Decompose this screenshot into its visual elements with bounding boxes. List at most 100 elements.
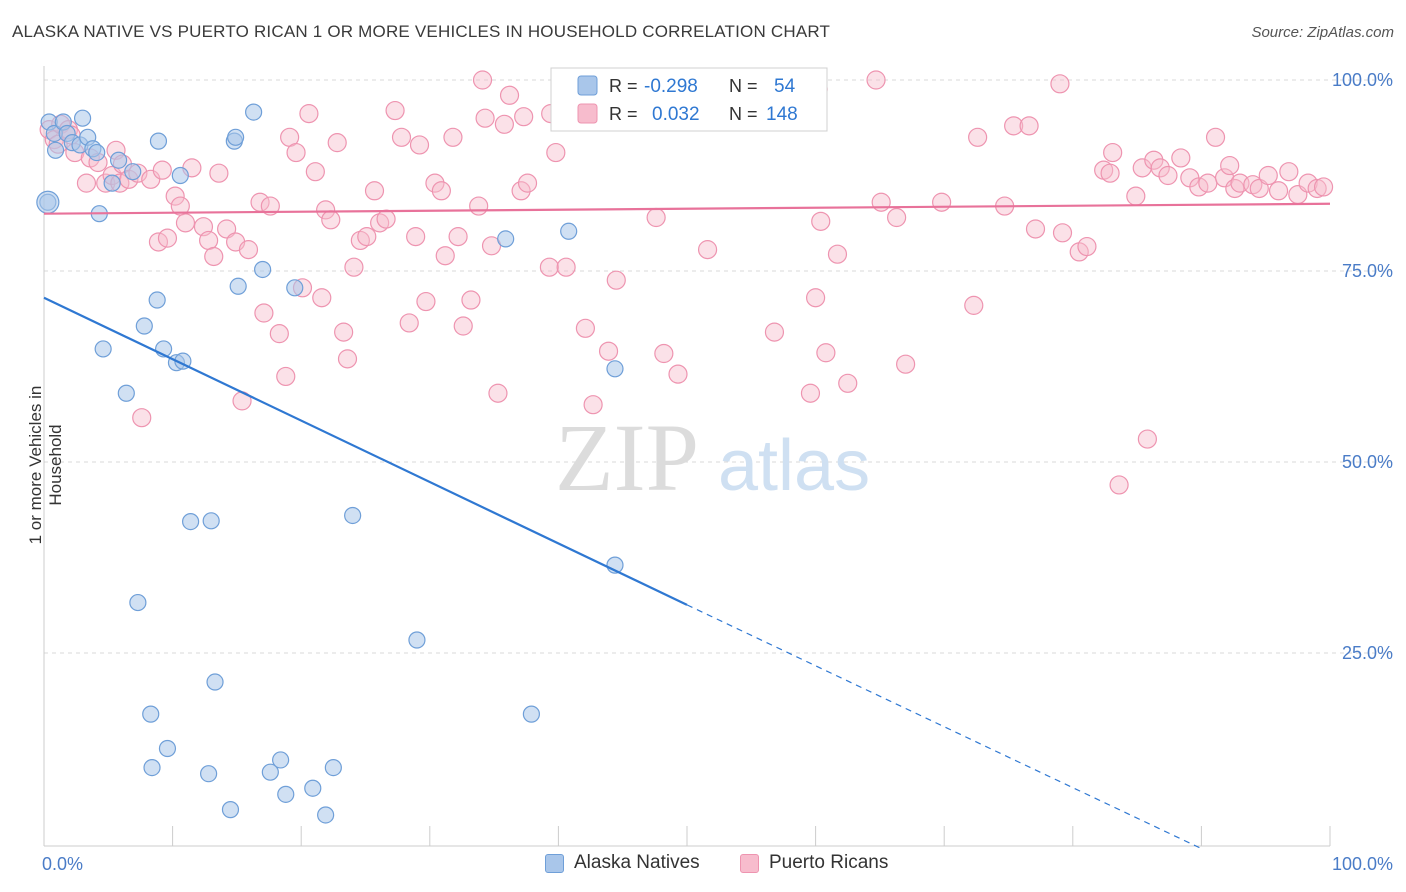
stats-legend-swatch-blue bbox=[577, 75, 598, 96]
data-point-puerto-ricans bbox=[811, 211, 831, 231]
data-point-puerto-ricans bbox=[337, 349, 358, 369]
data-point-puerto-ricans bbox=[583, 395, 603, 415]
data-point-puerto-ricans bbox=[1220, 155, 1240, 176]
data-point-puerto-ricans bbox=[964, 295, 984, 315]
source-label: Source: ZipAtlas.com bbox=[1251, 24, 1394, 41]
data-point-alaska-natives bbox=[229, 277, 247, 295]
legend-label-alaska-natives: Alaska Natives bbox=[574, 852, 700, 873]
data-point-puerto-ricans bbox=[1025, 219, 1046, 239]
legend-swatch-pink bbox=[740, 853, 759, 873]
data-point-puerto-ricans bbox=[816, 343, 836, 363]
data-point-puerto-ricans bbox=[344, 257, 364, 277]
data-point-puerto-ricans bbox=[1052, 223, 1073, 243]
data-point-puerto-ricans bbox=[517, 173, 538, 193]
data-point-puerto-ricans bbox=[805, 288, 826, 308]
data-point-puerto-ricans bbox=[165, 186, 185, 206]
data-point-puerto-ricans bbox=[1150, 158, 1170, 178]
data-point-alaska-natives bbox=[142, 705, 160, 723]
data-point-alaska-natives bbox=[182, 512, 200, 531]
data-point-puerto-ricans bbox=[238, 240, 259, 260]
data-point-puerto-ricans bbox=[312, 288, 332, 308]
data-point-puerto-ricans bbox=[1298, 173, 1318, 193]
data-point-puerto-ricans bbox=[391, 127, 412, 147]
data-point-puerto-ricans bbox=[871, 192, 891, 212]
y-tick-label: 50.0% bbox=[1342, 452, 1393, 472]
data-point-alaska-natives bbox=[149, 132, 168, 150]
data-point-puerto-ricans bbox=[409, 135, 430, 155]
data-point-puerto-ricans bbox=[668, 364, 688, 384]
stats-r-value-blue: -0.298 bbox=[644, 76, 698, 97]
data-point-puerto-ricans bbox=[334, 322, 354, 342]
tick-labels: 25.0% 50.0% 75.0% 100.0% 0.0% 100.0% bbox=[42, 70, 1393, 874]
data-point-alaska-natives bbox=[497, 230, 515, 248]
data-point-alaska-natives bbox=[88, 143, 106, 162]
data-point-puerto-ricans bbox=[286, 142, 306, 163]
data-point-puerto-ricans bbox=[260, 196, 280, 216]
data-point-puerto-ricans bbox=[1103, 142, 1123, 163]
y-tick-label: 100.0% bbox=[1332, 70, 1393, 90]
stats-legend: R = -0.298 N = 54 R = 0.032 N = 148 bbox=[550, 67, 828, 132]
trendline-alaska-natives bbox=[43, 296, 688, 606]
data-point-puerto-ricans bbox=[1307, 178, 1327, 199]
data-point-puerto-ricans bbox=[866, 70, 886, 90]
legend-item-puerto-ricans[interactable]: Puerto Ricans bbox=[740, 852, 888, 874]
data-point-puerto-ricans bbox=[299, 104, 319, 124]
data-point-alaska-natives bbox=[143, 758, 161, 777]
data-point-alaska-natives bbox=[245, 103, 263, 121]
data-point-puerto-ricans bbox=[968, 127, 988, 147]
data-point-alaska-natives bbox=[117, 384, 135, 402]
data-point-puerto-ricans bbox=[152, 160, 172, 180]
data-point-puerto-ricans bbox=[1126, 186, 1146, 206]
data-point-alaska-natives bbox=[36, 190, 60, 214]
data-point-puerto-ricans bbox=[327, 133, 347, 153]
data-point-puerto-ricans bbox=[539, 257, 559, 277]
data-point-alaska-natives bbox=[221, 801, 240, 819]
stats-n-label-pink: N = bbox=[729, 104, 758, 124]
data-point-puerto-ricans bbox=[443, 127, 463, 147]
data-point-puerto-ricans bbox=[800, 383, 821, 403]
data-point-alaska-natives bbox=[408, 631, 426, 649]
data-point-puerto-ricans bbox=[431, 181, 451, 201]
data-point-puerto-ricans bbox=[488, 383, 508, 403]
data-point-alaska-natives bbox=[286, 279, 304, 297]
data-point-puerto-ricans bbox=[499, 85, 520, 105]
chart-title: ALASKA NATIVE VS PUERTO RICAN 1 OR MORE … bbox=[12, 22, 831, 41]
axes bbox=[43, 66, 1331, 847]
data-point-puerto-ricans bbox=[357, 227, 377, 247]
data-point-puerto-ricans bbox=[827, 244, 848, 264]
data-point-puerto-ricans bbox=[132, 408, 152, 428]
stats-r-label-pink: R = bbox=[609, 104, 638, 124]
x-tick-label: 0.0% bbox=[42, 854, 83, 874]
data-point-puerto-ricans bbox=[364, 181, 385, 201]
y-tick-label: 25.0% bbox=[1342, 643, 1393, 663]
trendline-alaska-natives-extrapolated bbox=[686, 604, 1202, 850]
data-point-puerto-ricans bbox=[646, 207, 666, 228]
data-point-puerto-ricans bbox=[475, 108, 495, 128]
data-point-puerto-ricans bbox=[764, 322, 785, 342]
data-point-alaska-natives bbox=[206, 673, 224, 691]
data-point-puerto-ricans bbox=[276, 366, 296, 387]
data-point-alaska-natives bbox=[73, 109, 92, 127]
data-point-alaska-natives bbox=[135, 317, 153, 335]
data-point-alaska-natives bbox=[46, 141, 65, 159]
data-point-puerto-ricans bbox=[385, 100, 405, 121]
data-point-puerto-ricans bbox=[425, 173, 445, 193]
data-point-puerto-ricans bbox=[1077, 236, 1097, 257]
watermark-zip: ZIP bbox=[555, 404, 699, 511]
data-point-alaska-natives bbox=[317, 806, 335, 824]
data-point-puerto-ricans bbox=[175, 213, 196, 233]
data-point-puerto-ricans bbox=[932, 192, 952, 212]
data-point-alaska-natives bbox=[202, 512, 220, 530]
data-point-puerto-ricans bbox=[1249, 178, 1269, 199]
data-point-puerto-ricans bbox=[1205, 127, 1226, 147]
data-point-puerto-ricans bbox=[461, 290, 481, 310]
data-point-puerto-ricans bbox=[1225, 178, 1245, 199]
data-point-alaska-natives bbox=[129, 593, 147, 612]
data-point-alaska-natives bbox=[261, 763, 279, 781]
data-point-puerto-ricans bbox=[472, 70, 493, 90]
data-point-puerto-ricans bbox=[1144, 150, 1164, 170]
data-point-puerto-ricans bbox=[1109, 475, 1129, 495]
data-point-alaska-natives bbox=[304, 779, 322, 797]
legend-item-alaska-natives[interactable]: Alaska Natives bbox=[545, 852, 700, 874]
